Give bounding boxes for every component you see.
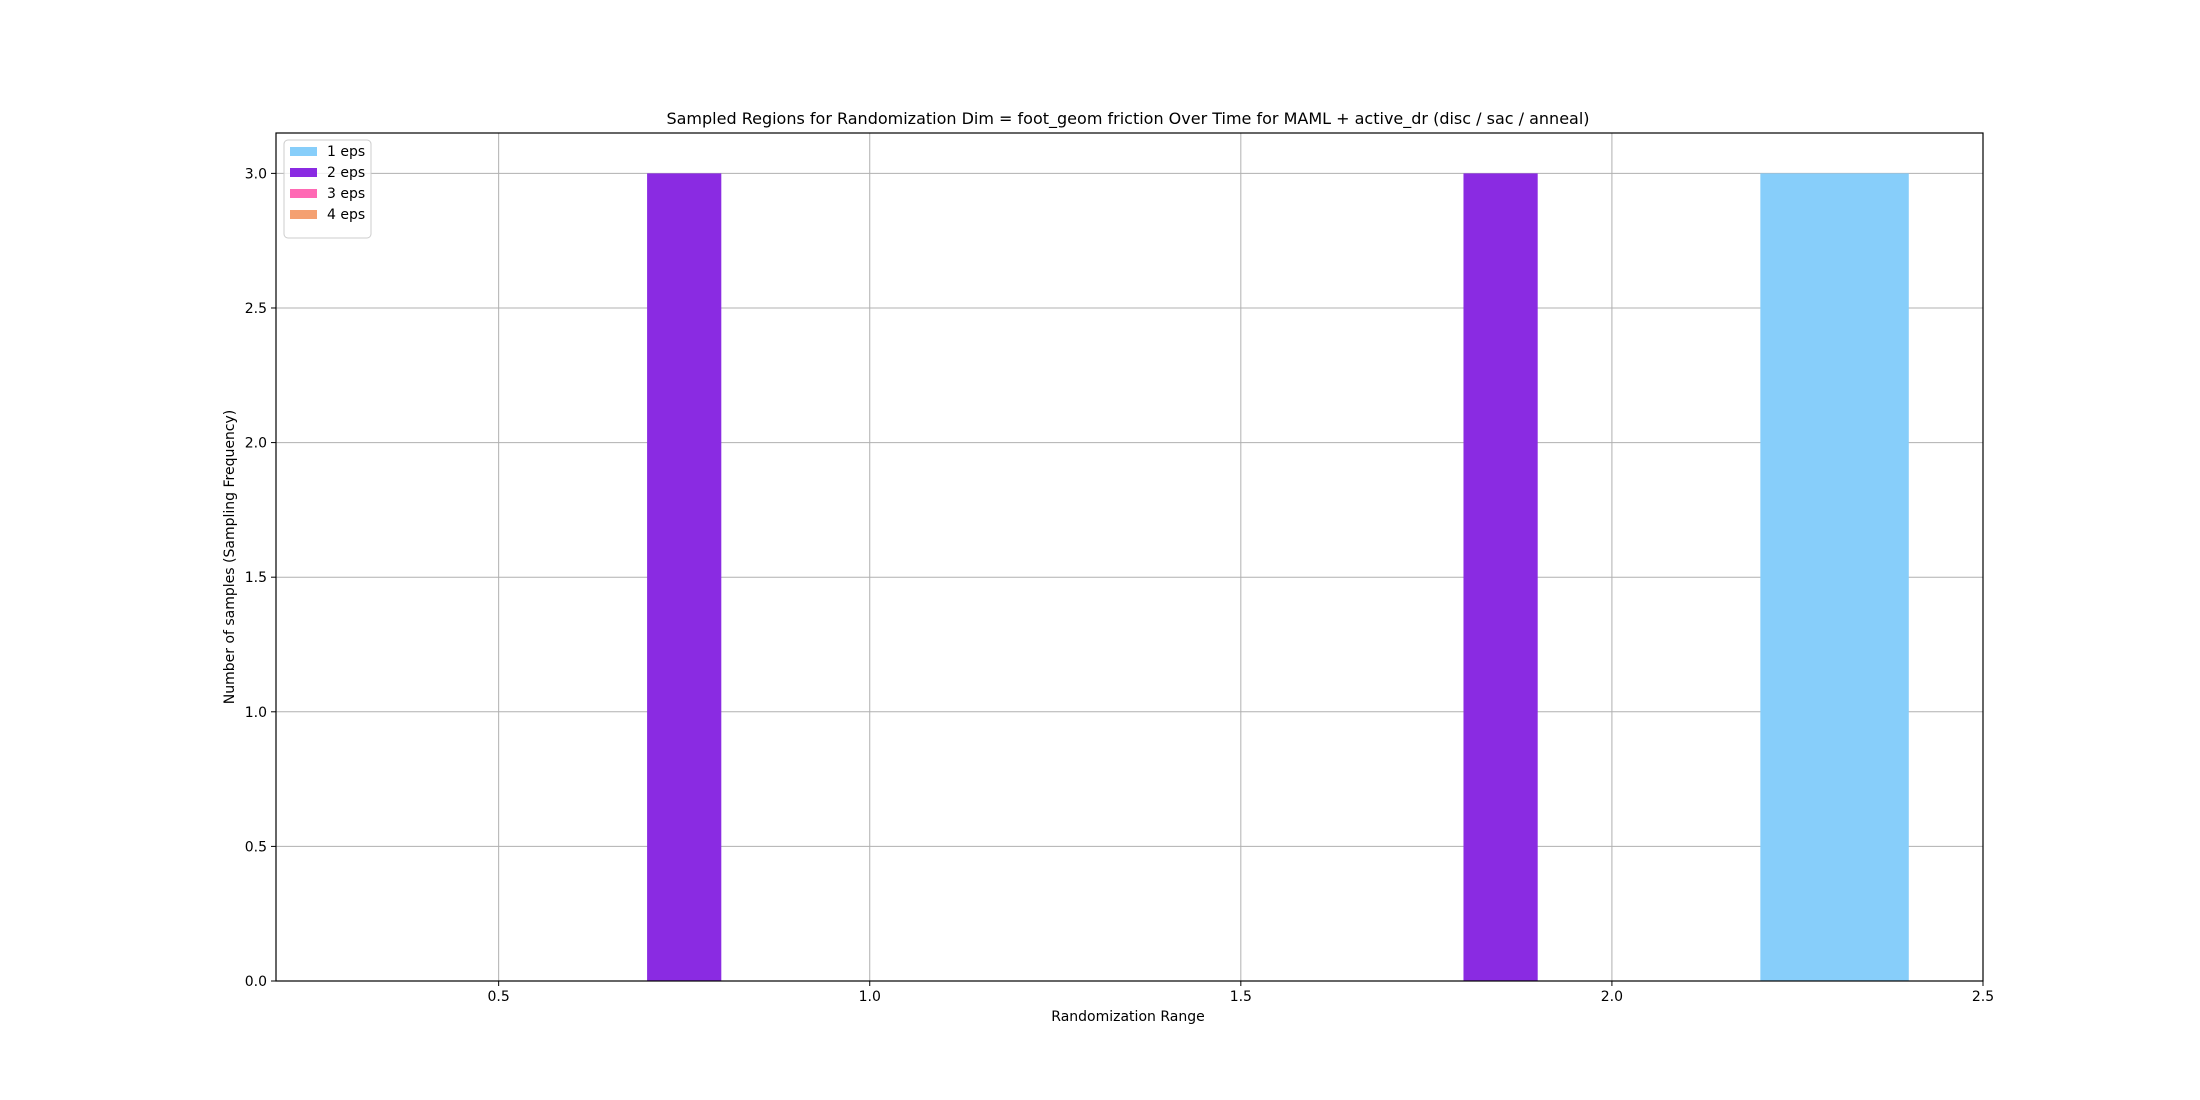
y-tick-label: 0.0 — [245, 974, 267, 990]
bar-2-eps — [1463, 173, 1538, 981]
x-axis-ticks: 0.5 1.0 1.5 2.0 2.5 — [488, 981, 1994, 1005]
legend-swatch-1-eps — [290, 147, 317, 156]
y-tick-label: 1.5 — [245, 570, 267, 586]
x-axis-label: Randomization Range — [1051, 1009, 1204, 1025]
legend-swatch-3-eps — [290, 189, 317, 198]
y-tick-label: 2.0 — [245, 436, 267, 452]
bars — [647, 173, 1909, 981]
chart-title: Sampled Regions for Randomization Dim = … — [666, 109, 1589, 129]
legend: 1 eps 2 eps 3 eps 4 eps — [283, 139, 372, 239]
plot-frame — [275, 132, 1984, 982]
bar-2-eps — [647, 173, 722, 981]
x-tick-label: 1.0 — [859, 989, 881, 1005]
x-tick-label: 0.5 — [488, 989, 510, 1005]
x-tick-label: 1.5 — [1230, 989, 1252, 1005]
legend-label-2-eps: 2 eps — [327, 165, 365, 181]
x-tick-label: 2.0 — [1601, 989, 1623, 1005]
y-tick-label: 1.0 — [245, 705, 267, 721]
legend-label-1-eps: 1 eps — [327, 144, 365, 160]
legend-label-4-eps: 4 eps — [327, 207, 365, 223]
y-axis-label: Number of samples (Sampling Frequency) — [222, 410, 238, 705]
y-tick-label: 0.5 — [245, 839, 267, 855]
legend-label-3-eps: 3 eps — [327, 186, 365, 202]
y-axis-ticks: 0.0 0.5 1.0 1.5 2.0 2.5 3.0 — [245, 166, 276, 990]
x-tick-label: 2.5 — [1972, 989, 1994, 1005]
legend-swatch-2-eps — [290, 168, 317, 177]
y-tick-label: 2.5 — [245, 301, 267, 317]
y-tick-label: 3.0 — [245, 166, 267, 182]
legend-swatch-4-eps — [290, 210, 317, 219]
bar-1-eps — [1760, 173, 1909, 981]
gridlines — [276, 133, 1984, 982]
